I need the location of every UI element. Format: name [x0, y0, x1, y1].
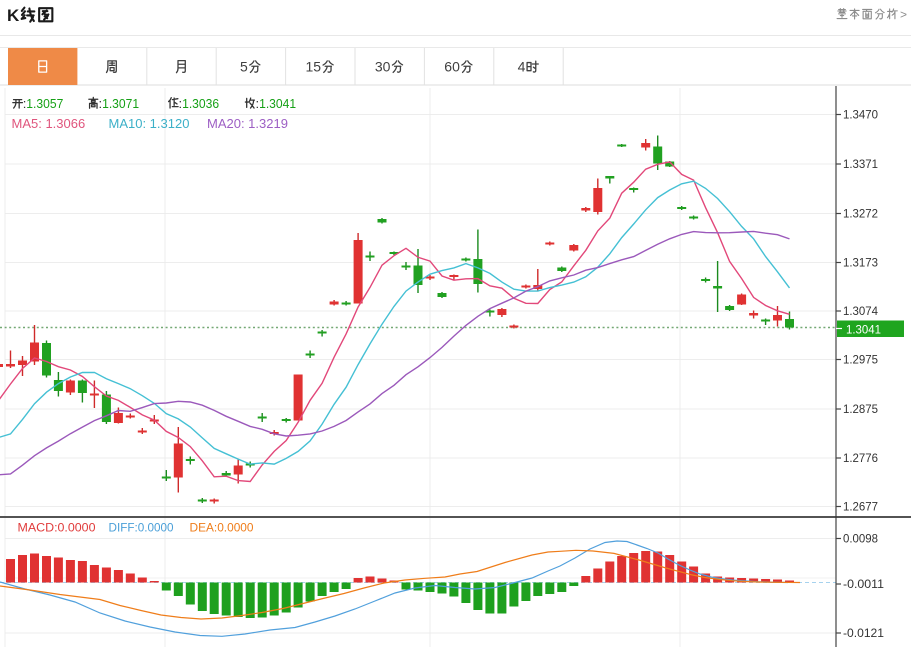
- svg-text:1.2975: 1.2975: [843, 353, 878, 367]
- svg-text::: :: [23, 96, 27, 111]
- svg-text:1.3041: 1.3041: [846, 322, 881, 336]
- svg-text:30: 30: [375, 59, 391, 75]
- svg-text:5: 5: [240, 59, 248, 75]
- svg-text:K: K: [7, 6, 20, 25]
- svg-text:4: 4: [518, 59, 526, 75]
- svg-text:0.0098: 0.0098: [843, 532, 878, 546]
- svg-text:1.3470: 1.3470: [843, 108, 878, 122]
- svg-text:1.3041: 1.3041: [259, 96, 296, 111]
- svg-text:1.3036: 1.3036: [182, 96, 219, 111]
- svg-text:MACD:0.0000: MACD:0.0000: [18, 521, 96, 535]
- svg-text:1.2677: 1.2677: [843, 500, 878, 514]
- svg-text:1.3173: 1.3173: [843, 256, 878, 270]
- svg-text:-0.0121: -0.0121: [843, 626, 884, 640]
- svg-text:1.2776: 1.2776: [843, 451, 878, 465]
- svg-text::: :: [256, 96, 260, 111]
- svg-text::: :: [99, 96, 103, 111]
- svg-text:60: 60: [444, 59, 460, 75]
- svg-text:MA10: 1.3120: MA10: 1.3120: [109, 116, 190, 131]
- svg-text:>: >: [900, 8, 907, 22]
- svg-text:1.3071: 1.3071: [102, 96, 139, 111]
- svg-text:1.3371: 1.3371: [843, 157, 878, 171]
- svg-text:DEA:0.0000: DEA:0.0000: [190, 521, 254, 535]
- svg-text:DIFF:0.0000: DIFF:0.0000: [109, 521, 174, 535]
- svg-text:15: 15: [306, 59, 322, 75]
- svg-text:1.3057: 1.3057: [26, 96, 63, 111]
- svg-text:1.3272: 1.3272: [843, 207, 878, 221]
- svg-text:MA20: 1.3219: MA20: 1.3219: [207, 116, 288, 131]
- svg-text:1.2875: 1.2875: [843, 402, 878, 416]
- svg-text::: :: [179, 96, 183, 111]
- svg-text:-0.0011: -0.0011: [843, 577, 884, 591]
- svg-text:1.3074: 1.3074: [843, 304, 878, 318]
- svg-text:MA5: 1.3066: MA5: 1.3066: [12, 116, 86, 131]
